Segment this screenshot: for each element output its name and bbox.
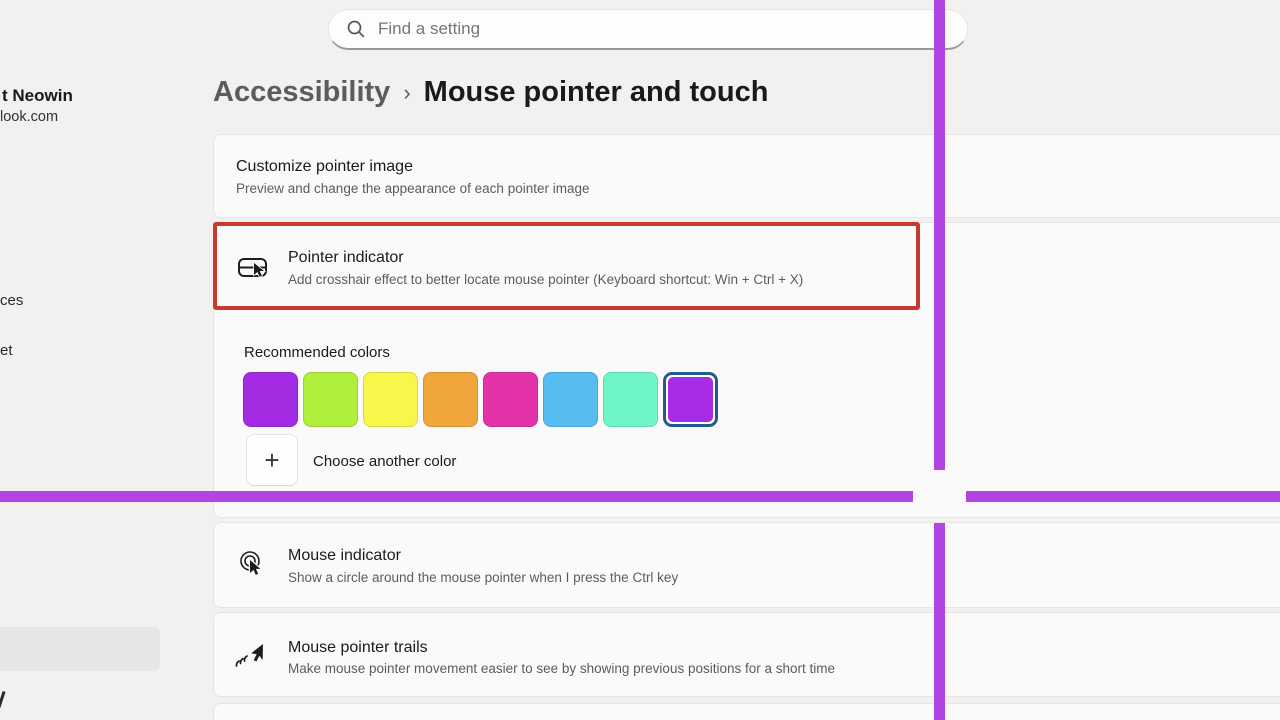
setting-title: Mouse indicator (288, 547, 401, 564)
sidebar-item-fragment-1[interactable]: ces (0, 292, 24, 309)
breadcrumb: Accessibility › Mouse pointer and touch (213, 70, 768, 114)
setting-subtitle: Preview and change the appearance of eac… (236, 181, 590, 196)
color-swatch-selected[interactable] (663, 372, 718, 427)
color-swatch[interactable] (303, 372, 358, 427)
setting-subtitle: Make mouse pointer movement easier to se… (288, 661, 836, 676)
color-swatch[interactable] (363, 372, 418, 427)
setting-card-mouse-indicator[interactable]: Mouse indicator Show a circle around the… (213, 522, 1280, 608)
pointer-trails-icon (235, 642, 264, 667)
color-swatch[interactable] (483, 372, 538, 427)
mouse-indicator-icon (240, 551, 264, 577)
search-icon (347, 20, 365, 38)
color-swatch[interactable] (423, 372, 478, 427)
setting-card-customize-pointer[interactable]: Customize pointer image Preview and chan… (213, 134, 1280, 218)
setting-card-pointer-indicator[interactable]: Pointer indicator Add crosshair effect t… (213, 222, 1280, 518)
page-title: Mouse pointer and touch (423, 75, 769, 108)
setting-title: Mouse pointer trails (288, 639, 428, 656)
sidebar-item-fragment-3 (0, 690, 6, 709)
swatch-row (243, 372, 718, 427)
sidebar-account-name: t Neowin (2, 86, 73, 105)
sidebar-account-email: look.com (0, 109, 59, 125)
search-placeholder: Find a setting (378, 19, 481, 38)
setting-title: Pointer indicator (288, 249, 404, 266)
breadcrumb-accessibility[interactable]: Accessibility (213, 75, 391, 108)
sidebar-item-highlight[interactable] (0, 627, 160, 671)
choose-another-color-button[interactable]: + (246, 434, 298, 486)
chevron-right-icon: › (403, 80, 411, 105)
color-swatch[interactable] (543, 372, 598, 427)
setting-subtitle: Show a circle around the mouse pointer w… (288, 570, 679, 585)
search-input[interactable]: Find a setting (328, 9, 968, 50)
choose-another-color-label: Choose another color (313, 453, 457, 470)
recommended-colors-label: Recommended colors (244, 344, 390, 361)
color-swatch-fill (668, 377, 713, 422)
setting-card-pointer-trails[interactable]: Mouse pointer trails Make mouse pointer … (213, 612, 1280, 697)
sidebar-item-fragment-2[interactable]: et (0, 342, 13, 359)
plus-icon: + (264, 444, 280, 475)
color-swatch[interactable] (243, 372, 298, 427)
setting-subtitle: Add crosshair effect to better locate mo… (288, 272, 804, 287)
pointer-indicator-icon (238, 258, 267, 278)
setting-title: Customize pointer image (236, 158, 413, 175)
color-swatch[interactable] (603, 372, 658, 427)
setting-card-partial[interactable] (213, 703, 1280, 720)
